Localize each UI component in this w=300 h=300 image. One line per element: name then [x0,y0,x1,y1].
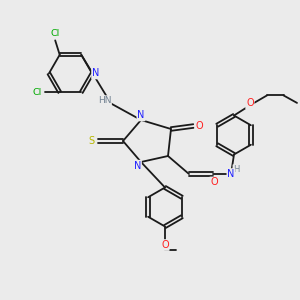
Text: O: O [246,98,254,109]
Text: O: O [210,177,218,188]
Text: N: N [134,160,141,171]
Text: N: N [227,169,235,179]
Text: O: O [195,121,203,131]
Text: O: O [161,240,169,250]
Text: H: H [233,165,240,174]
Text: HN: HN [98,96,111,105]
Text: Cl: Cl [51,29,60,38]
Text: N: N [137,110,145,121]
Text: S: S [88,136,94,146]
Text: Cl: Cl [33,88,42,97]
Text: N: N [92,68,99,79]
